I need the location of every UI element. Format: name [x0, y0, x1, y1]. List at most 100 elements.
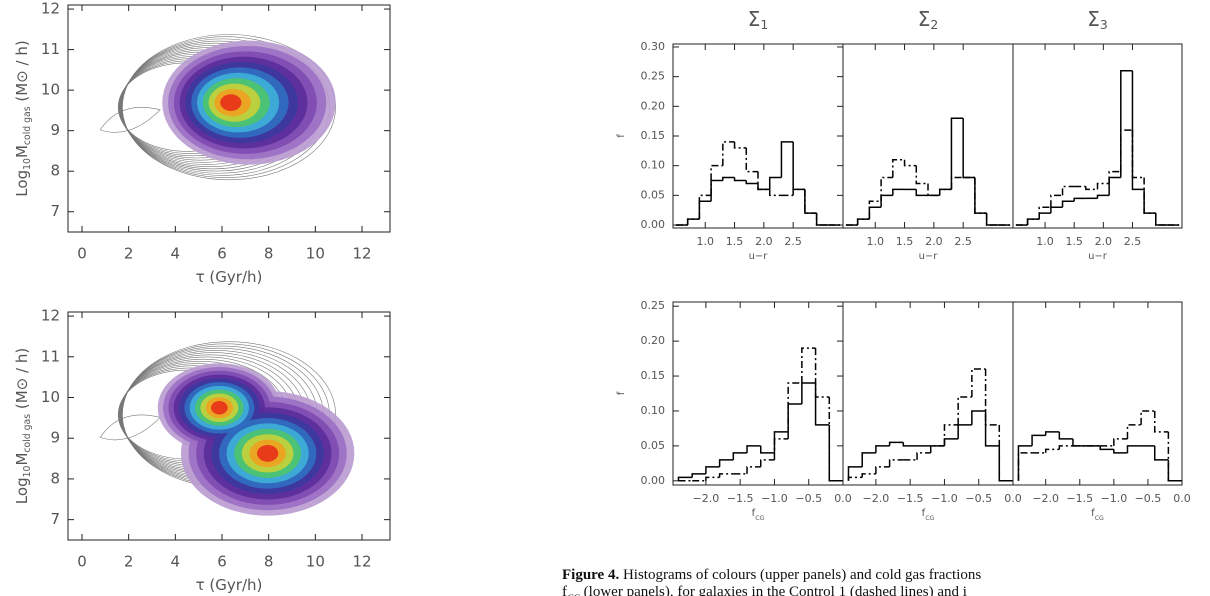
plot-frame: [672, 301, 844, 486]
histogram-step: [971, 410, 986, 425]
histogram-step: [974, 177, 987, 214]
subscript: cold gas: [22, 106, 33, 145]
y-tick-label: 9: [50, 429, 60, 447]
histogram-step: [984, 410, 1000, 447]
histogram-step: [1044, 431, 1060, 436]
histogram-step: [943, 438, 959, 446]
label-part: u−r: [919, 251, 939, 262]
histogram-step: [1073, 197, 1086, 202]
y-tick-label: 11: [41, 347, 60, 365]
histogram-step: [1143, 177, 1156, 214]
histogram-step: [892, 188, 905, 196]
plot-frame: [842, 43, 1014, 229]
x-tick-label: 8: [264, 553, 274, 571]
histogram-step: [902, 442, 918, 447]
x-tick-label: 2.5: [784, 235, 802, 248]
histogram-step: [938, 188, 952, 196]
plot-frame: [1012, 301, 1183, 486]
histogram-step: [759, 459, 775, 467]
subscript: 2: [930, 17, 938, 32]
histogram-step: [722, 141, 735, 166]
histogram-step: [916, 452, 931, 460]
histogram-step: [938, 188, 952, 196]
caption-label: Figure 4.: [562, 567, 619, 583]
histogram-step: [875, 466, 890, 474]
histogram-step: [1126, 424, 1142, 439]
histogram-step: [686, 218, 700, 226]
subscript: cold gas: [22, 414, 33, 453]
contour-line: [122, 34, 336, 181]
x-axis-label: u−r: [749, 251, 769, 262]
x-tick-label: 1.5: [1065, 235, 1083, 248]
y-tick-label: 12: [41, 307, 60, 325]
y-tick-label: 7: [50, 510, 60, 528]
plot-frame: [672, 43, 844, 229]
histogram-step: [705, 466, 720, 474]
plot-frame: [842, 301, 1014, 486]
histogram-step: [815, 213, 829, 226]
contour-group: [99, 341, 355, 516]
histogram-step: [1050, 194, 1063, 208]
label-part: Σ: [1087, 7, 1100, 31]
histogram-step: [1120, 69, 1133, 178]
histogram-step: [814, 348, 830, 398]
subscript: CG: [567, 594, 580, 596]
y-axis-label: Log10Mcold gas (M⊙ / h): [13, 40, 33, 196]
histogram-step: [1017, 445, 1033, 481]
subscript: CG: [925, 515, 934, 522]
plot-frame: [1012, 43, 1183, 229]
histogram-step: [746, 445, 761, 453]
label-part: τ (Gyr/h): [196, 268, 263, 286]
panel-title: Σ3: [1087, 7, 1108, 32]
x-tick-label: 1.5: [726, 235, 744, 248]
y-axis-label: f: [616, 391, 627, 395]
x-tick-label: 6: [217, 553, 227, 571]
subscript: 1: [760, 17, 768, 32]
histogram-step: [768, 176, 782, 190]
histogram-step: [787, 403, 802, 432]
label-part: Σ: [748, 7, 761, 31]
y-tick-label: 8: [50, 469, 60, 487]
x-tick-label: 1.5: [896, 235, 914, 248]
y-tick-label: 0.20: [641, 334, 666, 347]
label-part: f: [752, 508, 756, 519]
panel-title: Σ2: [918, 7, 939, 32]
x-axis-label: τ (Gyr/h): [196, 576, 263, 594]
x-tick-label: 2: [124, 245, 134, 263]
y-tick-label: 0.00: [641, 474, 666, 487]
caption-line: fCG (lower panels), for galaxies in the …: [562, 584, 967, 596]
label-part: f: [562, 584, 567, 596]
x-tick-label: 1.0: [1036, 235, 1054, 248]
contour-fill: [257, 444, 279, 462]
histogram-step: [1167, 459, 1182, 482]
label-part: f: [616, 134, 627, 138]
label-part: u−r: [1088, 251, 1108, 262]
y-tick-label: 7: [50, 202, 60, 220]
histogram-step: [780, 141, 794, 178]
x-tick-label: −0.5: [795, 492, 822, 505]
histogram-step: [792, 141, 805, 191]
histogram-step: [746, 466, 761, 474]
label-part: M: [13, 145, 31, 158]
histogram-step: [943, 424, 959, 446]
histogram-step: [733, 177, 747, 182]
x-tick-label: 0.0: [834, 492, 852, 505]
histogram-step: [1050, 206, 1063, 214]
histogram-step: [745, 180, 758, 185]
histogram-step: [1061, 185, 1075, 196]
histogram-step: [927, 183, 940, 197]
subscript: CG: [755, 515, 764, 522]
histogram-step: [1126, 445, 1142, 453]
histogram-step: [1143, 189, 1156, 214]
contour-fill: [220, 94, 242, 111]
histogram-step: [856, 218, 870, 226]
histogram-step: [828, 424, 843, 482]
x-axis-label: τ (Gyr/h): [196, 268, 263, 286]
histogram-step: [787, 382, 802, 439]
histogram-step: [880, 194, 893, 208]
x-tick-label: −1.5: [1066, 492, 1093, 505]
subscript: CG: [1095, 515, 1104, 522]
plot-frame: [67, 4, 391, 233]
histogram-step: [861, 473, 876, 478]
histogram-step: [1031, 434, 1046, 446]
